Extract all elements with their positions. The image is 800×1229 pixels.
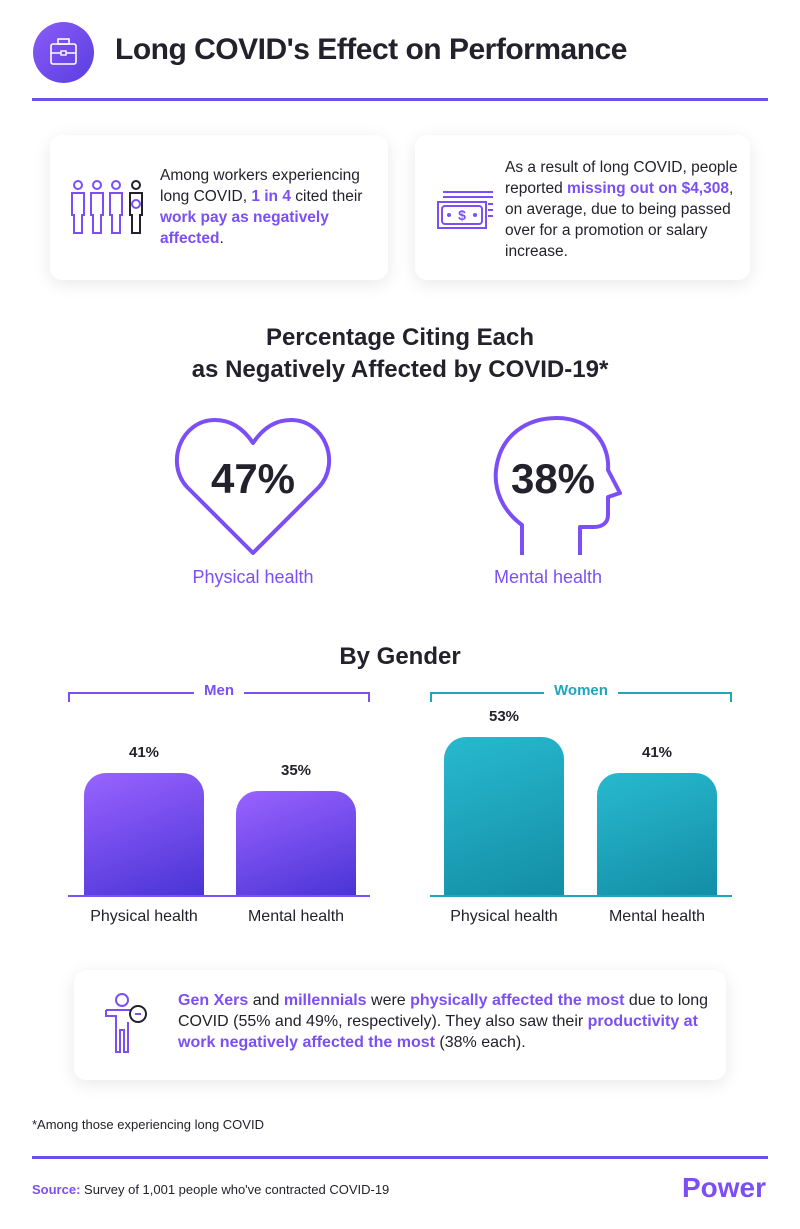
footnote: *Among those experiencing long COVID	[32, 1117, 264, 1132]
pay-card: Among workers experiencing long COVID, 1…	[50, 135, 388, 280]
note-millennials: millennials	[283, 992, 367, 1009]
briefcase-icon	[33, 22, 94, 83]
money-text-1: As a result of long COVID, people report…	[505, 159, 738, 197]
note-highlight-4: productivity at work negatively affected…	[178, 1013, 698, 1051]
pay-text-3: .	[219, 230, 224, 247]
heart-icon	[175, 418, 331, 555]
men-category-label: Physical health	[90, 908, 198, 925]
men-bar-mental	[236, 790, 356, 895]
pay-text: Among workers experiencing long COVID, 1…	[160, 165, 375, 249]
overall-title-line2: as Negatively Affected by COVID-19*	[191, 356, 609, 383]
note-text-4: (38% each).	[434, 1034, 526, 1051]
note-genx: Gen Xers	[178, 992, 249, 1009]
source-text: Survey of 1,001 people who've contracted…	[80, 1182, 390, 1197]
men-bracket: Men	[68, 682, 370, 702]
note-highlight-3: physically affected the most	[410, 992, 625, 1009]
money-text-2: , on average, due to being passed over f…	[505, 180, 734, 260]
source-label: Source:	[32, 1182, 81, 1197]
women-legend-label: Women	[544, 682, 618, 699]
note-text-1: and	[248, 992, 284, 1009]
women-bar-physical	[444, 737, 564, 895]
people-icon	[71, 180, 143, 234]
head-icon	[493, 416, 622, 555]
title-divider	[32, 98, 768, 101]
note-text-3: due to long COVID (55% and 49%, respecti…	[178, 992, 709, 1030]
men-value-label: 35%	[280, 761, 312, 779]
money-highlight: missing out on $4,308	[567, 180, 729, 197]
power-logo: Power	[681, 1172, 766, 1203]
svg-text:$: $	[458, 207, 466, 223]
men-baseline	[68, 895, 370, 897]
footer-divider	[32, 1156, 768, 1159]
men-legend-label: Men	[194, 682, 244, 699]
women-bracket: Women	[430, 682, 732, 702]
person-pointing-icon	[105, 993, 147, 1053]
physical-health-value: 47%	[210, 455, 296, 502]
money-bill-icon: $	[437, 191, 493, 229]
pay-text-2: cited their	[290, 188, 363, 205]
overall-title-line1: Percentage Citing Each	[265, 324, 535, 351]
money-text: As a result of long COVID, people report…	[505, 157, 740, 262]
page-title: Long COVID's Effect on Performance	[115, 33, 627, 66]
pay-highlight-2: work pay as negatively affected	[160, 209, 329, 247]
mental-health-value: 38%	[510, 455, 596, 502]
men-bar-physical	[84, 772, 204, 895]
women-value-label: 53%	[488, 708, 520, 726]
chart-title: By Gender	[339, 643, 461, 670]
note-text-2: were	[366, 992, 411, 1009]
pay-text-1: Among workers experiencing long COVID,	[160, 167, 360, 205]
women-bar-mental	[597, 772, 717, 895]
pay-highlight-1: 1 in 4	[251, 188, 291, 205]
money-card: $ As a result of long COVID, people repo…	[415, 135, 750, 280]
mental-health-label: Mental health	[493, 567, 603, 587]
women-category-label: Mental health	[608, 908, 706, 925]
source: Source: Survey of 1,001 people who've co…	[32, 1182, 389, 1197]
generation-note-card: Gen Xers and millennials were physically…	[74, 970, 726, 1080]
women-value-label: 41%	[641, 743, 673, 761]
women-category-label: Physical health	[450, 908, 558, 925]
men-value-label: 41%	[128, 743, 160, 761]
men-category-label: Mental health	[247, 908, 345, 925]
physical-health-label: Physical health	[192, 567, 314, 587]
women-baseline	[430, 895, 732, 897]
generation-note-text: Gen Xers and millennials were physically…	[178, 990, 718, 1053]
